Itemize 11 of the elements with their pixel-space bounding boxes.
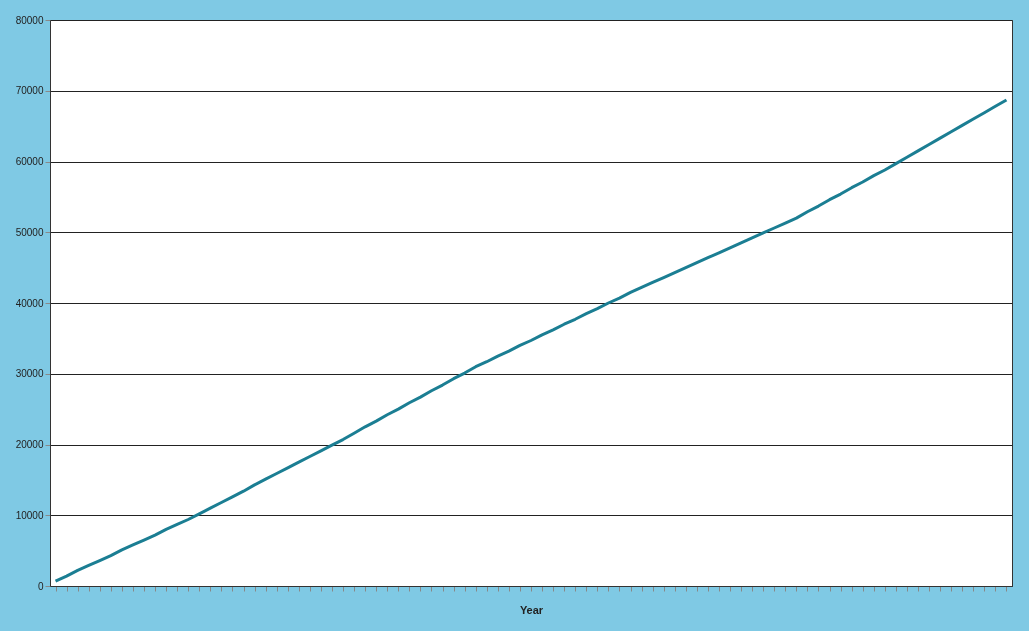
- y-tick-label: 60000: [15, 156, 44, 167]
- y-tick-label: 70000: [15, 85, 44, 97]
- y-tick-label: 40000: [15, 297, 44, 309]
- y-tick-label: 0: [37, 580, 44, 592]
- y-tick-label: 20000: [15, 439, 44, 450]
- y-tick-label: 30000: [15, 368, 44, 380]
- y-tick-label: 10000: [15, 509, 44, 521]
- line-series: [54, 98, 1008, 583]
- y-tick-label: 50000: [15, 226, 44, 238]
- y-tick-label: 80000: [15, 14, 44, 26]
- x-axis-title: Year: [519, 603, 544, 616]
